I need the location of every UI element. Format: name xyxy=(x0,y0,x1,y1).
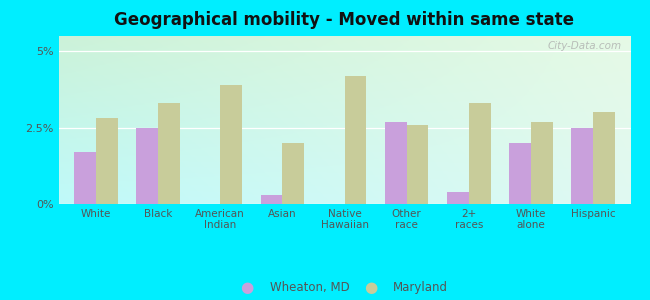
Bar xyxy=(282,143,304,204)
Bar xyxy=(220,85,242,204)
Text: Maryland: Maryland xyxy=(393,281,448,295)
Bar xyxy=(447,192,469,204)
Bar xyxy=(509,143,531,204)
Text: City-Data.com: City-Data.com xyxy=(548,41,622,51)
Bar xyxy=(593,112,615,204)
Title: Geographical mobility - Moved within same state: Geographical mobility - Moved within sam… xyxy=(114,11,575,29)
Text: ●: ● xyxy=(364,280,377,296)
Text: ●: ● xyxy=(240,280,254,296)
Bar xyxy=(571,128,593,204)
Bar xyxy=(74,152,96,204)
Bar xyxy=(136,128,158,204)
Bar xyxy=(344,76,366,204)
Bar xyxy=(407,124,428,204)
Bar xyxy=(158,103,180,204)
Bar xyxy=(96,118,118,204)
Bar xyxy=(531,122,552,204)
Bar xyxy=(385,122,407,204)
Bar xyxy=(469,103,491,204)
Bar xyxy=(261,195,282,204)
Text: Wheaton, MD: Wheaton, MD xyxy=(270,281,350,295)
